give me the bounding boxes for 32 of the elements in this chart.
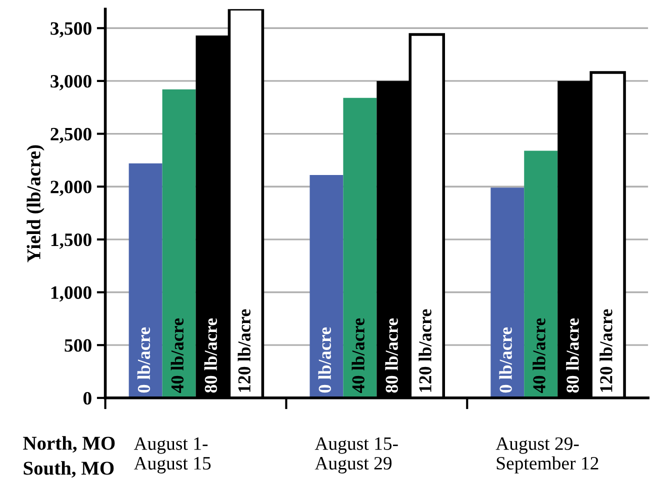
y-tick-label: 1,000 [51, 286, 92, 302]
bar [343, 98, 377, 398]
bar [310, 174, 344, 398]
bar [162, 89, 196, 398]
text: 0 lb/acre [499, 327, 512, 393]
y-tick-label: 1,500 [51, 233, 92, 249]
x-tick-label: August 29- September 12 [496, 437, 598, 474]
x-tick-label: August 1- August 15 [134, 437, 211, 474]
y-tick-label: 2,500 [50, 128, 92, 144]
text: 120 lb/acre [600, 309, 612, 392]
y-tick-label: 0 [83, 392, 92, 405]
text: North, MO [23, 436, 115, 453]
bar [128, 163, 162, 398]
series-label: 80 lb/acre [204, 318, 218, 393]
series-label: 40 lb/acre [170, 318, 184, 394]
y-tick-label: 3,500 [50, 22, 92, 38]
bar [490, 188, 524, 398]
text: 0 lb/acre [318, 327, 331, 393]
text: 80 lb/acre [566, 318, 579, 393]
x-tick-label: August 15- August 29 [314, 437, 398, 474]
y-tick-label: 2,000 [50, 180, 92, 196]
text: 120 lb/acre [418, 309, 432, 392]
y-axis-title: Yield (lb/acre) [26, 145, 44, 262]
text: South, MO [24, 461, 114, 478]
text: 80 lb/acre [385, 318, 398, 393]
series-label: 0 lb/acre [137, 327, 150, 393]
text: 40 lb/acre [532, 318, 546, 394]
series-label: 120 lb/acre [238, 309, 250, 392]
y-tick-label: 3,000 [50, 75, 92, 90]
y-tick-label: 500 [64, 339, 92, 352]
bar [524, 150, 558, 398]
text: 40 lb/acre [352, 318, 364, 394]
